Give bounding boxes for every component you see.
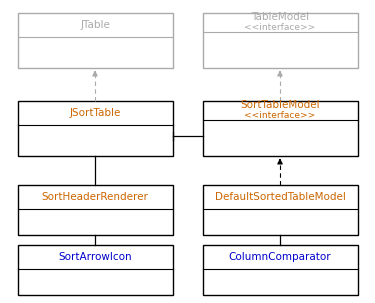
Bar — [202, 185, 357, 235]
Bar — [18, 185, 172, 235]
Bar — [202, 101, 357, 155]
Text: JTable: JTable — [80, 20, 110, 30]
Bar — [202, 12, 357, 68]
Text: TableModel: TableModel — [251, 12, 309, 22]
Bar — [18, 101, 172, 155]
Text: SortHeaderRenderer: SortHeaderRenderer — [42, 192, 148, 202]
Bar — [18, 12, 172, 68]
Text: <<interface>>: <<interface>> — [244, 23, 316, 32]
Text: SortArrowIcon: SortArrowIcon — [58, 252, 132, 262]
Text: DefaultSortedTableModel: DefaultSortedTableModel — [214, 192, 345, 202]
Text: <<interface>>: <<interface>> — [244, 111, 316, 120]
Text: ColumnComparator: ColumnComparator — [229, 252, 332, 262]
Text: JSortTable: JSortTable — [69, 108, 121, 118]
Bar — [18, 245, 172, 295]
Text: SortTableModel: SortTableModel — [240, 100, 320, 110]
Bar — [202, 245, 357, 295]
